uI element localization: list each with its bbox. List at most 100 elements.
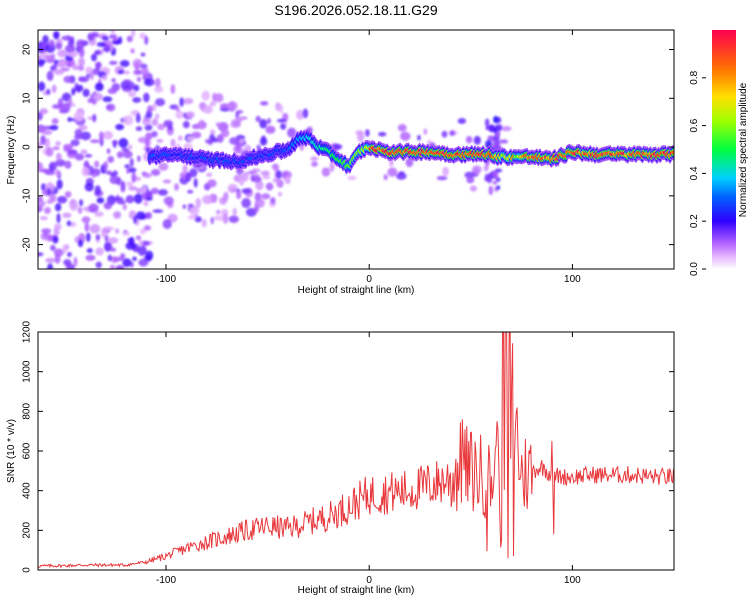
- heatmap-cell: [144, 124, 153, 131]
- heatmap-cell: [113, 196, 124, 201]
- heatmap-cell: [364, 129, 370, 137]
- heatmap-cell: [121, 147, 130, 153]
- heatmap-cell: [241, 197, 251, 209]
- heatmap-cell: [82, 88, 90, 97]
- heatmap-cell: [57, 97, 64, 108]
- heatmap-cell: [400, 131, 411, 141]
- heatmap-cell: [55, 169, 60, 177]
- heatmap-cell: [135, 126, 143, 132]
- heatmap-cell: [397, 124, 407, 132]
- heatmap-cells: [38, 30, 674, 269]
- heatmap-cell: [101, 74, 108, 81]
- heatmap-ylabel: Frequency (Hz): [6, 116, 17, 185]
- heatmap-cell: [175, 106, 180, 112]
- snr-xtick-label: 100: [564, 575, 581, 586]
- heatmap-cell: [277, 191, 283, 197]
- heatmap-cell: [46, 88, 51, 96]
- heatmap-cell: [66, 220, 72, 227]
- heatmap-cell: [38, 199, 46, 208]
- heatmap-cell: [138, 239, 143, 247]
- heatmap-cell: [251, 176, 262, 183]
- heatmap-cell: [64, 191, 72, 198]
- heatmap-cell: [329, 161, 335, 172]
- heatmap-cell: [84, 222, 90, 232]
- heatmap-cell: [41, 228, 52, 234]
- heatmap-cell: [54, 223, 62, 230]
- heatmap-cell: [236, 190, 242, 200]
- heatmap-cell: [387, 167, 398, 177]
- colorbar-label: Normalized spectral amplitude: [738, 82, 749, 217]
- heatmap-cell: [266, 117, 271, 125]
- heatmap-cell: [53, 68, 65, 76]
- heatmap-cell: [103, 202, 113, 210]
- heatmap-cell: [104, 43, 111, 53]
- heatmap-cell: [115, 123, 125, 131]
- heatmap-cell: [55, 159, 66, 167]
- heatmap-cell: [442, 166, 449, 177]
- heatmap-cell: [125, 241, 136, 250]
- heatmap-cell: [45, 147, 54, 157]
- heatmap-cell: [64, 44, 76, 53]
- heatmap-cell: [81, 216, 91, 224]
- heatmap-cell: [142, 117, 151, 126]
- heatmap-cell: [107, 237, 119, 244]
- heatmap-cell: [84, 153, 93, 158]
- heatmap-cell: [493, 127, 498, 134]
- heatmap-cell: [157, 123, 166, 131]
- heatmap-cell: [75, 84, 84, 92]
- heatmap-cell: [71, 88, 76, 96]
- heatmap-cell: [87, 98, 95, 104]
- heatmap-cell: [57, 196, 68, 204]
- heatmap-cell: [41, 183, 46, 191]
- heatmap-cell: [62, 212, 72, 218]
- heatmap-cell: [122, 258, 132, 268]
- heatmap-cell: [118, 138, 129, 149]
- heatmap-cell: [143, 225, 152, 231]
- heatmap-cell: [185, 172, 192, 182]
- heatmap-cell: [135, 235, 142, 241]
- heatmap-cell: [38, 55, 42, 61]
- heatmap-cell: [296, 109, 305, 120]
- heatmap-cell: [457, 117, 467, 125]
- heatmap-cell: [40, 135, 46, 145]
- heatmap-cell: [78, 65, 84, 71]
- heatmap-cell: [66, 251, 72, 258]
- heatmap-cell: [142, 172, 152, 178]
- heatmap-cell: [117, 69, 125, 74]
- heatmap-cell: [501, 126, 512, 132]
- heatmap-cell: [187, 203, 194, 208]
- heatmap-ytick-label: 0: [22, 144, 33, 150]
- heatmap-cell: [265, 125, 276, 134]
- heatmap-cell: [69, 200, 79, 211]
- heatmap-cell: [89, 224, 101, 234]
- heatmap-cell: [47, 263, 53, 269]
- heatmap-cell: [241, 188, 252, 194]
- heatmap-frame: [37, 29, 675, 270]
- heatmap-cell: [262, 175, 271, 180]
- heatmap-cell: [50, 244, 56, 251]
- heatmap-cell: [493, 139, 501, 148]
- heatmap-cell: [287, 127, 297, 138]
- heatmap-cell: [96, 197, 105, 204]
- heatmap-cell: [55, 42, 63, 50]
- heatmap-cell: [78, 124, 88, 131]
- heatmap-cell: [493, 115, 498, 124]
- heatmap-cell: [98, 131, 104, 142]
- heatmap-cell: [487, 135, 495, 142]
- heatmap-cell: [103, 160, 108, 171]
- heatmap-cell: [150, 79, 155, 86]
- heatmap-cell: [139, 228, 147, 235]
- heatmap-cell: [94, 50, 101, 55]
- heatmap-cell: [310, 156, 319, 161]
- heatmap-cell: [52, 235, 59, 244]
- heatmap-cell: [144, 212, 150, 219]
- heatmap-cell: [484, 177, 491, 182]
- colorbar-gradient: [712, 30, 736, 269]
- heatmap-cell: [72, 64, 79, 71]
- heatmap-cell: [122, 150, 133, 159]
- heatmap-cell: [94, 82, 104, 92]
- heatmap-cell: [111, 256, 119, 263]
- heatmap-cell: [117, 36, 123, 45]
- heatmap-cell: [383, 174, 388, 181]
